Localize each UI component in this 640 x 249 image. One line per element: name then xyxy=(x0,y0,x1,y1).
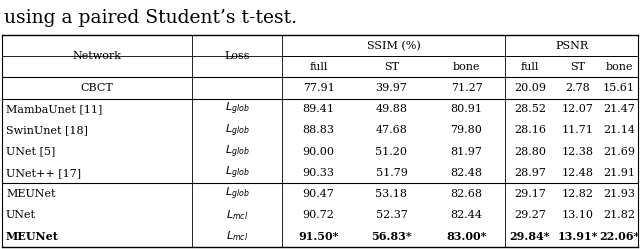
Text: 21.93: 21.93 xyxy=(603,189,635,199)
Text: 51.79: 51.79 xyxy=(376,168,408,178)
Text: SwinUnet [18]: SwinUnet [18] xyxy=(6,125,88,135)
Text: 28.52: 28.52 xyxy=(514,104,546,114)
Text: using a paired Student’s t-test.: using a paired Student’s t-test. xyxy=(4,9,297,27)
Text: 12.38: 12.38 xyxy=(561,147,593,157)
Text: 90.00: 90.00 xyxy=(303,147,335,157)
Text: 39.97: 39.97 xyxy=(376,83,408,93)
Text: 52.37: 52.37 xyxy=(376,210,408,220)
Text: 21.69: 21.69 xyxy=(603,147,635,157)
Text: UNet++ [17]: UNet++ [17] xyxy=(6,168,81,178)
Text: 53.18: 53.18 xyxy=(376,189,408,199)
Text: Network: Network xyxy=(72,51,122,61)
Text: 21.91: 21.91 xyxy=(603,168,635,178)
Text: 77.91: 77.91 xyxy=(303,83,334,93)
Text: full: full xyxy=(309,62,328,72)
Text: 21.82: 21.82 xyxy=(603,210,635,220)
Text: UNet: UNet xyxy=(6,210,36,220)
Text: 29.84*: 29.84* xyxy=(509,231,550,242)
Text: bone: bone xyxy=(605,62,633,72)
Text: 29.17: 29.17 xyxy=(514,189,546,199)
Text: 15.61: 15.61 xyxy=(603,83,635,93)
Text: 28.80: 28.80 xyxy=(514,147,546,157)
Text: PSNR: PSNR xyxy=(555,41,588,51)
Text: 11.71: 11.71 xyxy=(561,125,593,135)
Text: 2.78: 2.78 xyxy=(565,83,590,93)
Text: Loss: Loss xyxy=(224,51,250,61)
Text: 13.10: 13.10 xyxy=(561,210,593,220)
Text: 82.68: 82.68 xyxy=(451,189,483,199)
Text: MambaUnet [11]: MambaUnet [11] xyxy=(6,104,102,114)
Text: $L_{glob}$: $L_{glob}$ xyxy=(225,122,250,139)
Text: 90.47: 90.47 xyxy=(303,189,335,199)
Text: 29.27: 29.27 xyxy=(514,210,546,220)
Text: 20.09: 20.09 xyxy=(514,83,546,93)
Text: UNet [5]: UNet [5] xyxy=(6,147,56,157)
Text: 21.14: 21.14 xyxy=(603,125,635,135)
Text: bone: bone xyxy=(452,62,480,72)
Text: 83.00*: 83.00* xyxy=(446,231,487,242)
Text: CBCT: CBCT xyxy=(81,83,113,93)
Text: SSIM (%): SSIM (%) xyxy=(367,40,420,51)
Text: full: full xyxy=(521,62,539,72)
Text: MEUNet: MEUNet xyxy=(6,231,59,242)
Text: 28.16: 28.16 xyxy=(514,125,546,135)
Text: $L_{mcl}$: $L_{mcl}$ xyxy=(226,208,248,222)
Text: 22.06*: 22.06* xyxy=(599,231,639,242)
Text: 82.44: 82.44 xyxy=(451,210,483,220)
Text: 81.97: 81.97 xyxy=(451,147,483,157)
Text: 28.97: 28.97 xyxy=(514,168,546,178)
Text: 79.80: 79.80 xyxy=(451,125,483,135)
Text: 80.91: 80.91 xyxy=(451,104,483,114)
Text: $L_{glob}$: $L_{glob}$ xyxy=(225,186,250,202)
Text: 71.27: 71.27 xyxy=(451,83,483,93)
Text: 56.83*: 56.83* xyxy=(371,231,412,242)
Text: 82.48: 82.48 xyxy=(451,168,483,178)
Text: ST: ST xyxy=(384,62,399,72)
Text: 89.41: 89.41 xyxy=(303,104,335,114)
Text: ST: ST xyxy=(570,62,585,72)
Text: 12.82: 12.82 xyxy=(561,189,593,199)
Text: $L_{glob}$: $L_{glob}$ xyxy=(225,101,250,117)
Text: 12.07: 12.07 xyxy=(561,104,593,114)
Text: 12.48: 12.48 xyxy=(561,168,593,178)
Text: 51.20: 51.20 xyxy=(376,147,408,157)
Text: 49.88: 49.88 xyxy=(376,104,408,114)
Text: 13.91*: 13.91* xyxy=(557,231,598,242)
Text: 90.33: 90.33 xyxy=(303,168,335,178)
Text: MEUNet: MEUNet xyxy=(6,189,56,199)
Text: 91.50*: 91.50* xyxy=(298,231,339,242)
Text: 47.68: 47.68 xyxy=(376,125,408,135)
Text: $L_{glob}$: $L_{glob}$ xyxy=(225,143,250,160)
Text: $L_{glob}$: $L_{glob}$ xyxy=(225,165,250,181)
Text: 90.72: 90.72 xyxy=(303,210,335,220)
Text: 88.83: 88.83 xyxy=(303,125,335,135)
Text: $L_{mcl}$: $L_{mcl}$ xyxy=(226,230,248,243)
Text: 21.47: 21.47 xyxy=(603,104,635,114)
